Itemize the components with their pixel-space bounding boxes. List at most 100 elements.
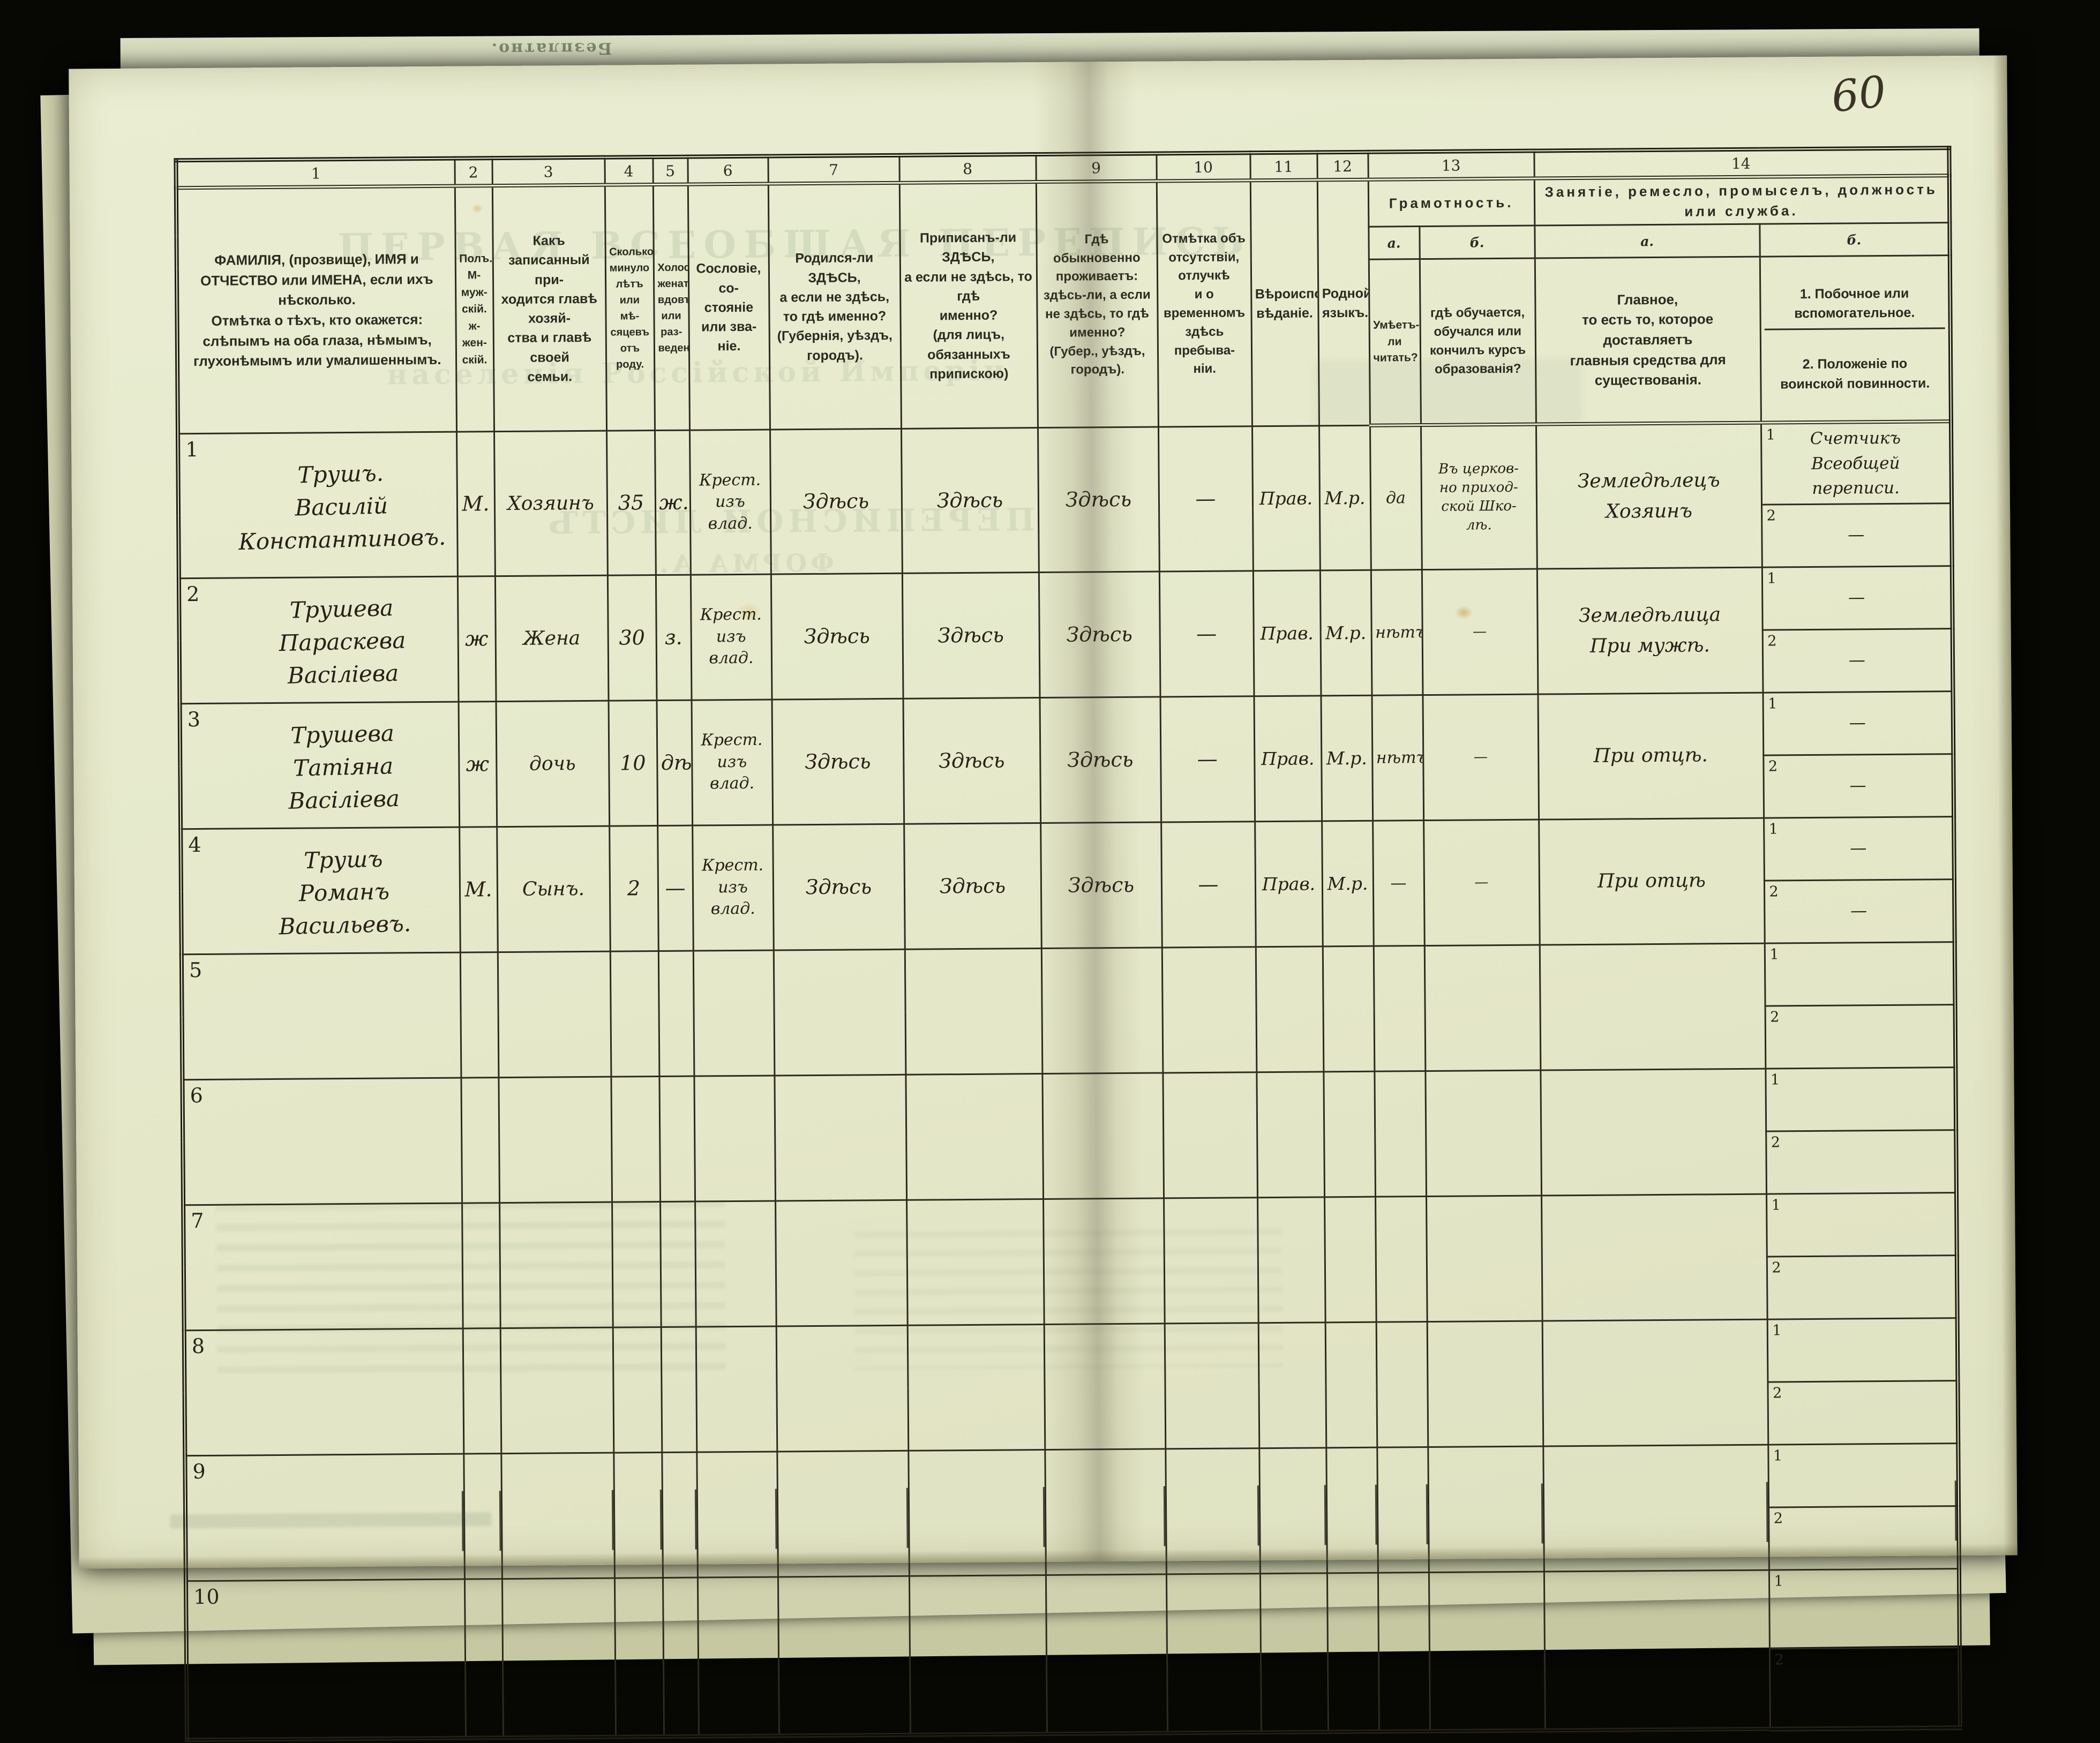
table-row: 10 1 bbox=[185, 1568, 1960, 1740]
sub-label-1: 1 bbox=[1770, 1071, 1780, 1088]
header-14b-military-status: 2. Положеніе по воинской повинности. bbox=[1780, 356, 1930, 392]
column-header-13-title: Грамотность. bbox=[1368, 178, 1535, 227]
cell-registered-here: Здѣсь bbox=[903, 697, 1041, 824]
cell-literacy: — bbox=[1372, 820, 1424, 946]
handwritten-side-occupation: Счетчикъ Всеобщей переписи. bbox=[1810, 428, 1901, 499]
cell-sex: М. bbox=[456, 431, 495, 576]
ghost-text-besplatno: Безплатно. bbox=[490, 39, 612, 58]
column-number: 6 bbox=[687, 156, 768, 185]
cell-education bbox=[1427, 1320, 1543, 1447]
cell-estate: Крест. изъ влад. bbox=[689, 430, 771, 575]
cell-name: 10 bbox=[185, 1579, 466, 1740]
subcolumn-label-14a: а. bbox=[1534, 224, 1760, 259]
column-header-7: Родился-ли ЗДѢСЬ, а если не здѣсь, то гд… bbox=[768, 183, 901, 430]
column-number: 5 bbox=[652, 156, 688, 185]
cell-occupation-main bbox=[1540, 1068, 1767, 1196]
cell-occupation-side-1: 1 bbox=[1768, 1443, 1959, 1507]
cell-registered-here: Здѣсь bbox=[902, 572, 1040, 698]
sub-label-1: 1 bbox=[1772, 1322, 1782, 1339]
cell-marital: дѣв. bbox=[656, 700, 693, 826]
cell-military-status: 2 bbox=[1769, 1647, 1961, 1729]
column-header-8: Приписанъ-ли ЗДѢСЬ, а если не здѣсь, то … bbox=[899, 182, 1038, 429]
cell-registered-here bbox=[907, 1324, 1045, 1451]
cell-military-status: 2 bbox=[1767, 1380, 1959, 1445]
cell-born-here bbox=[777, 1575, 911, 1736]
column-number: 7 bbox=[768, 155, 899, 184]
handwritten-side-occupation: — bbox=[1848, 588, 1865, 607]
cell-born-here: Здѣсь bbox=[772, 823, 905, 950]
cell-occupation-side-1: 1— bbox=[1764, 816, 1954, 881]
page-edge bbox=[1993, 55, 2018, 1556]
cell-education: Въ церков- но приход- ской Шко- лѣ. bbox=[1420, 424, 1537, 570]
column-number: 14 bbox=[1534, 148, 1949, 179]
cell-absence-note bbox=[1164, 1197, 1258, 1324]
column-header-4: Сколько минуло лѣтъ или мѣ- сяцевъ отъ р… bbox=[604, 184, 655, 431]
column-header-10: Отмѣтка объ отсутствіи, отлучкѣ и о врем… bbox=[1156, 180, 1252, 427]
column-number: 10 bbox=[1156, 153, 1250, 181]
column-header-2: Полъ. М-муж- скій. ж-жен- скій. bbox=[454, 185, 494, 432]
cell-registered-here bbox=[909, 1575, 1047, 1735]
cell-sex bbox=[462, 1203, 500, 1328]
cell-age bbox=[611, 1076, 661, 1202]
column-number: 3 bbox=[492, 157, 605, 186]
cell-occupation-side-1: 1 Счетчикъ Всеобщей переписи. bbox=[1760, 421, 1952, 505]
cell-relation bbox=[497, 951, 611, 1078]
subcolumn-label-13a: а. bbox=[1368, 226, 1420, 260]
cell-literacy: нѣтъ bbox=[1371, 695, 1424, 821]
cell-occupation-main: При отцѣ. bbox=[1538, 692, 1764, 820]
cell-occupation-side-1: 1 bbox=[1768, 1568, 1960, 1649]
handwritten-name: Трушъ Романъ Васильевъ. bbox=[278, 845, 411, 940]
cell-absence-note bbox=[1166, 1573, 1262, 1733]
cell-registered-here: Здѣсь bbox=[901, 427, 1039, 573]
cell-estate: Крест. изъ влад. bbox=[692, 824, 774, 951]
cell-marital: — bbox=[657, 825, 693, 951]
cell-residence bbox=[1045, 1574, 1168, 1734]
handwritten-name: Трушъ. Василій Константиновъ. bbox=[238, 460, 446, 555]
cell-absence-note: — bbox=[1160, 696, 1255, 822]
cell-sex bbox=[461, 1077, 500, 1203]
cell-estate: Крест. изъ влад. bbox=[691, 699, 773, 825]
row-number: 6 bbox=[190, 1083, 203, 1107]
cell-education: — bbox=[1421, 568, 1538, 695]
sub-label-2: 2 bbox=[1768, 758, 1778, 775]
cell-registered-here bbox=[904, 948, 1042, 1075]
cell-born-here bbox=[773, 949, 906, 1076]
cell-name: 6 bbox=[182, 1077, 462, 1205]
sub-label-1: 1 bbox=[1768, 821, 1779, 838]
cell-marital bbox=[662, 1577, 699, 1737]
cell-religion: Прав. bbox=[1254, 695, 1322, 822]
cell-relation bbox=[501, 1577, 616, 1738]
cell-sex bbox=[464, 1579, 504, 1738]
cell-education bbox=[1425, 1070, 1542, 1197]
cell-religion: Прав. bbox=[1252, 570, 1321, 696]
cell-absence-note bbox=[1162, 1072, 1258, 1198]
column-number: 12 bbox=[1317, 152, 1368, 180]
cell-occupation-main bbox=[1543, 1569, 1770, 1731]
sub-label-2: 2 bbox=[1774, 1651, 1784, 1669]
cell-relation: дочь bbox=[496, 700, 610, 827]
cell-absence-note: — bbox=[1161, 821, 1256, 948]
cell-relation: Жена bbox=[494, 575, 609, 702]
handwritten-military-status: — bbox=[1850, 901, 1868, 921]
sub-label-1: 1 bbox=[1766, 426, 1775, 444]
cell-literacy bbox=[1373, 945, 1426, 1071]
column-header-13b: гдѣ обучается, обучался или кончилъ курс… bbox=[1419, 258, 1536, 425]
cell-military-status: 2— bbox=[1764, 879, 1955, 943]
cell-literacy bbox=[1375, 1196, 1427, 1322]
cell-religion bbox=[1259, 1573, 1329, 1733]
column-number: 4 bbox=[604, 157, 653, 185]
cell-occupation-main: При отцѣ bbox=[1539, 817, 1765, 945]
subcolumn-label-13b: б. bbox=[1419, 226, 1535, 259]
cell-age: 2 bbox=[609, 825, 658, 951]
cell-occupation-main: Земледѣлица При мужѣ. bbox=[1536, 567, 1763, 694]
cell-born-here: Здѣсь bbox=[770, 429, 902, 574]
cell-sex: ж bbox=[458, 701, 497, 827]
cell-religion bbox=[1256, 1071, 1325, 1198]
page-fold-shadow bbox=[1033, 61, 1145, 1562]
sub-label-2: 2 bbox=[1773, 1385, 1782, 1402]
cell-estate bbox=[693, 950, 775, 1076]
cell-relation bbox=[498, 1076, 612, 1203]
cell-absence-note bbox=[1161, 946, 1257, 1073]
cell-age bbox=[612, 1327, 662, 1453]
handwritten-side-occupation: — bbox=[1849, 713, 1866, 733]
